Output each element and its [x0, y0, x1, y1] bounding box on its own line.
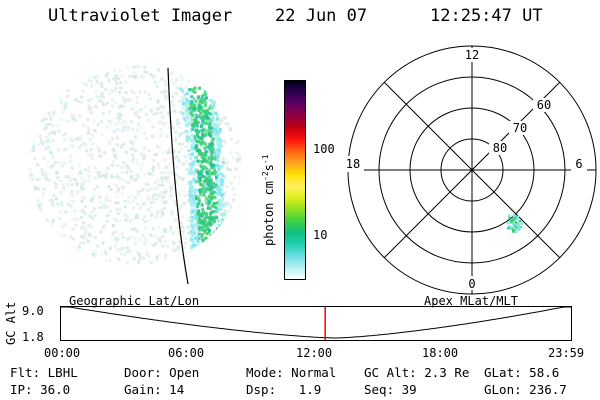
colorbar-tick-100: 100	[313, 142, 335, 156]
timeline-plot	[60, 306, 572, 341]
lat-label-60: 60	[537, 98, 551, 112]
footer-dsp: Dsp: 1.9	[246, 382, 322, 397]
hour-label-6: 6	[575, 157, 582, 171]
date-label: 22 Jun 07	[275, 6, 368, 26]
terminator-limb-line	[167, 67, 189, 285]
footer-seq: Seq: 39	[364, 382, 417, 397]
instrument-title: Ultraviolet Imager	[48, 6, 233, 26]
timeline-ymax-label: 9.0	[22, 304, 44, 318]
timeline-left-label: Geographic Lat/Lon	[69, 294, 200, 308]
altitude-curve	[60, 306, 572, 339]
footer-mode: Mode: Normal	[246, 365, 337, 380]
lat-label-80: 80	[493, 141, 507, 155]
polar-diagonal-2	[383, 81, 561, 259]
x-tick-1200: 12:00	[296, 346, 333, 360]
x-tick-0000: 00:00	[44, 346, 81, 360]
lat-label-70: 70	[513, 121, 527, 135]
time-label: 12:25:47 UT	[430, 6, 543, 26]
color-scale-bar	[284, 80, 306, 280]
timeline-frame	[60, 306, 572, 341]
colorbar-tick-10: 10	[313, 228, 328, 242]
footer-flt: Flt: LBHL	[10, 365, 78, 380]
footer-gain: Gain: 14	[124, 382, 185, 397]
earth-disk-speckle	[28, 65, 242, 265]
timeline-axis-title: GC Alt	[4, 301, 18, 345]
colorbar-unit-label: photon cm-2s-1	[261, 154, 276, 246]
timeline-ymin-label: 1.8	[22, 330, 44, 344]
footer-glon: GLon: 236.7	[484, 382, 567, 397]
hour-label-18: 18	[346, 157, 360, 171]
polar-mlat-mlt-plot: 12 18 6 0 60 70 80	[342, 45, 597, 295]
footer-gc-alt: GC Alt: 2.3 Re	[364, 365, 470, 380]
x-tick-1800: 18:00	[422, 346, 459, 360]
polar-aurora-patch	[506, 214, 523, 234]
footer-door: Door: Open	[124, 365, 200, 380]
x-tick-2359: 23:59	[548, 346, 585, 360]
footer-glat: GLat: 58.6	[484, 365, 560, 380]
timeline-right-label: Apex MLat/MLT	[424, 294, 518, 308]
footer-ip: IP: 36.0	[10, 382, 71, 397]
hour-label-12: 12	[465, 48, 479, 62]
earth-image	[28, 65, 242, 285]
x-tick-0600: 06:00	[168, 346, 205, 360]
hour-label-0: 0	[468, 277, 475, 291]
